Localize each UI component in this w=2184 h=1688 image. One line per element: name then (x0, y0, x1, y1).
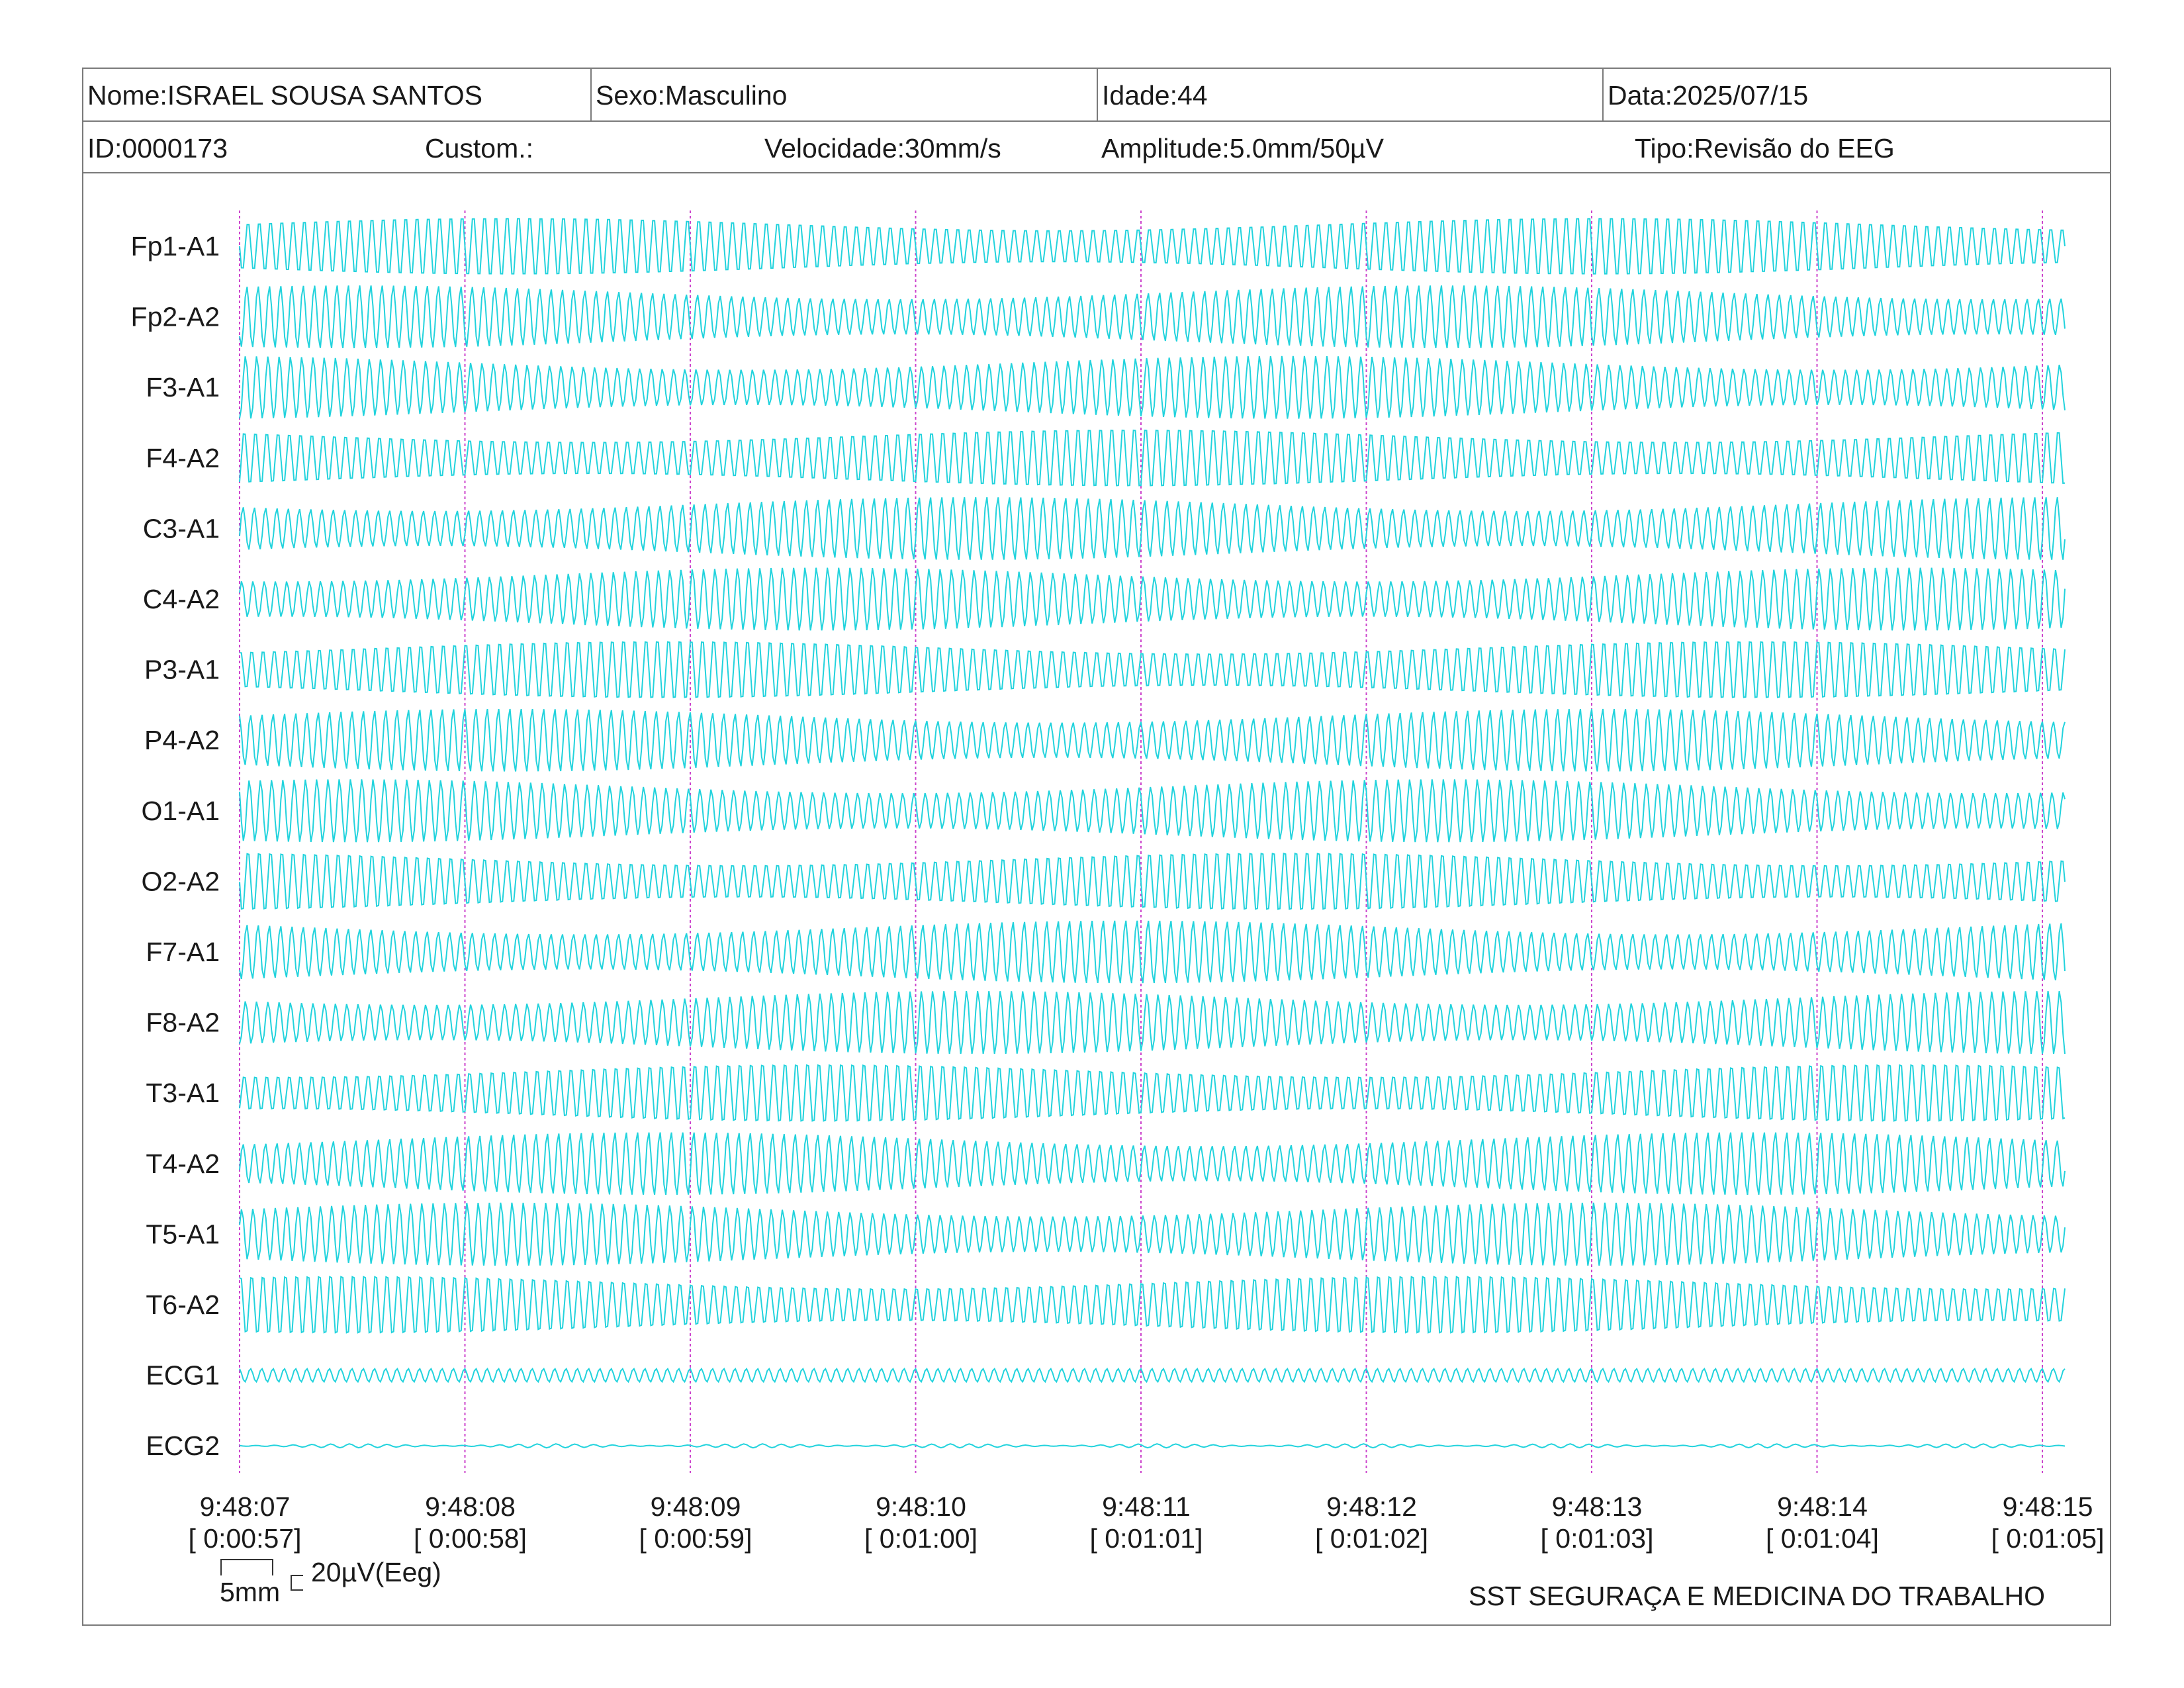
time-tick-label: 9:48:10 (876, 1491, 966, 1522)
channel-label-o1-a1: O1-A1 (142, 796, 220, 826)
trace-f7-a1 (239, 920, 2066, 984)
trace-fp2-a2 (239, 285, 2066, 349)
channel-label-f7-a1: F7-A1 (146, 937, 220, 967)
speed-setting: Velocidade:30mm/s (764, 133, 1001, 164)
elapsed-tick-label: [ 0:01:04] (1766, 1523, 1879, 1554)
trace-o1-a1 (239, 779, 2066, 843)
channel-label-f3-a1: F3-A1 (146, 372, 220, 402)
trace-p3-a1 (239, 641, 2066, 698)
channel-label-ecg2: ECG2 (146, 1430, 220, 1461)
channel-label-fp2-a2: Fp2-A2 (131, 302, 220, 332)
organization-footer: SST SEGURAÇA E MEDICINA DO TRABALHO (1468, 1581, 2045, 1611)
channel-label-c3-a1: C3-A1 (143, 513, 220, 543)
elapsed-tick-label: [ 0:01:01] (1090, 1523, 1203, 1554)
time-markers (239, 211, 2043, 1473)
eeg-traces (239, 218, 2066, 1449)
elapsed-tick-label: [ 0:01:03] (1541, 1523, 1654, 1554)
time-tick-label: 9:48:13 (1552, 1491, 1643, 1522)
channel-label-ecg1: ECG1 (146, 1360, 220, 1391)
elapsed-tick-label: [ 0:01:00] (864, 1523, 978, 1554)
scale-time-label: 5mm (220, 1577, 281, 1607)
elapsed-tick-label: [ 0:00:58] (414, 1523, 527, 1554)
channel-labels: Fp1-A1 Fp2-A2 F3-A1 F4-A2 C3-A1 C4-A2 P3-A1 P4-… (131, 231, 220, 1461)
trace-fp1-a1 (239, 218, 2066, 275)
time-tick-label: 9:48:08 (425, 1491, 516, 1522)
channel-label-p3-a1: P3-A1 (144, 655, 220, 685)
time-tick-label: 9:48:12 (1326, 1491, 1417, 1522)
trace-f4-a2 (239, 429, 2066, 487)
channel-label-p4-a2: P4-A2 (144, 725, 220, 755)
time-tick-label: 9:48:14 (1777, 1491, 1868, 1522)
channel-label-o2-a2: O2-A2 (142, 866, 220, 896)
header-row-settings: ID:0000173 Custom.: Velocidade:30mm/s Am… (83, 122, 2110, 173)
patient-sex: Sexo:Masculino (590, 69, 787, 120)
custom-field: Custom.: (425, 133, 534, 164)
patient-id: ID:0000173 (87, 133, 228, 164)
trace-ecg1 (239, 1367, 2066, 1383)
header-row-patient: Nome:ISRAEL SOUSA SANTOS Sexo:Masculino … (83, 69, 2110, 122)
channel-label-f8-a2: F8-A2 (146, 1008, 220, 1038)
channel-label-c4-a2: C4-A2 (143, 584, 220, 614)
trace-f3-a1 (239, 355, 2066, 419)
trace-c4-a2 (239, 567, 2066, 631)
time-tick-label: 9:48:15 (2003, 1491, 2093, 1522)
scale-amp-label: 20µV(Eeg) (311, 1557, 441, 1587)
elapsed-tick-label: [ 0:01:05] (1991, 1523, 2105, 1554)
exam-date: Data:2025/07/15 (1602, 69, 1808, 120)
channel-label-t4-a2: T4-A2 (146, 1149, 220, 1179)
trace-t4-a2 (239, 1132, 2066, 1196)
time-tick-label: 9:48:11 (1102, 1491, 1191, 1522)
time-tick-label: 9:48:07 (200, 1491, 291, 1522)
trace-c3-a1 (239, 497, 2066, 560)
time-labels: 9:48:07[ 0:00:57] 9:48:08[ 0:00:58] 9:48:0… (189, 1491, 2105, 1554)
channel-label-t5-a1: T5-A1 (146, 1219, 220, 1249)
channel-label-fp1-a1: Fp1-A1 (131, 231, 220, 261)
patient-name: Nome:ISRAEL SOUSA SANTOS (87, 80, 482, 111)
trace-p4-a2 (239, 708, 2066, 772)
elapsed-tick-label: [ 0:00:59] (639, 1523, 752, 1554)
channel-label-f4-a2: F4-A2 (146, 443, 220, 473)
trace-f8-a2 (239, 991, 2066, 1055)
elapsed-tick-label: [ 0:00:57] (189, 1523, 302, 1554)
trace-t3-a1 (239, 1064, 2066, 1122)
scale-bracket-icon (220, 1559, 303, 1591)
report-frame: Nome:ISRAEL SOUSA SANTOS Sexo:Masculino … (82, 68, 2111, 1626)
time-tick-label: 9:48:09 (651, 1491, 741, 1522)
elapsed-tick-label: [ 0:01:02] (1315, 1523, 1428, 1554)
trace-o2-a2 (239, 853, 2066, 910)
patient-age: Idade:44 (1097, 69, 1208, 120)
trace-ecg2 (239, 1443, 2066, 1449)
trace-t6-a2 (239, 1276, 2066, 1334)
trace-t5-a1 (239, 1202, 2066, 1266)
channel-label-t6-a2: T6-A2 (146, 1289, 220, 1320)
amplitude-setting: Amplitude:5.0mm/50µV (1101, 133, 1384, 164)
channel-label-t3-a1: T3-A1 (146, 1078, 220, 1108)
exam-type: Tipo:Revisão do EEG (1635, 133, 1895, 164)
